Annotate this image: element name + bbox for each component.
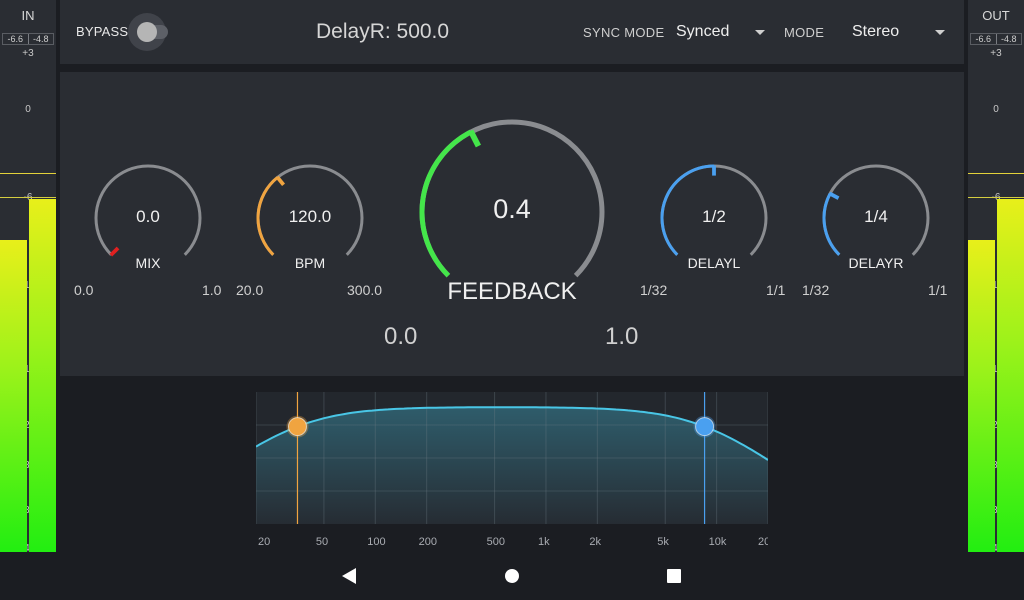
sync-mode-value[interactable]: Synced [676,23,730,40]
delayl-knob-value: 1/2 [702,207,726,226]
delayr-knob-label: DELAYR [848,255,904,271]
in-meter-scale-tick: -36 [20,505,36,516]
delayr-knob-min: 1/32 [802,282,830,298]
bpm-knob-label: BPM [294,255,326,271]
delayr-knob-max: 1/1 [928,282,948,298]
frequency-tick-label: 1k [537,536,550,548]
frequency-tick-label: 10k [708,536,727,548]
home-icon[interactable] [503,566,521,586]
eq-response-curve [256,406,768,461]
delayr-knob[interactable] [818,160,934,276]
output-meter-clip-line [968,173,1024,174]
mode-value[interactable]: Stereo [852,23,900,40]
mix-knob-label: MIX [135,255,161,271]
chevron-down-icon[interactable] [935,30,945,35]
filter-response-graph[interactable] [256,392,768,524]
feedback-knob-label: FEEDBACK [447,278,577,305]
chevron-down-icon[interactable] [755,30,765,35]
input-meter-bar-right [29,199,56,552]
mix-knob[interactable] [90,160,206,276]
bpm-knob-value: 120.0 [288,207,332,226]
frequency-tick-label: 20 [258,536,271,548]
knob-value-arc [256,176,279,256]
input-meter: IN -6.6 -4.8 +30-6-12-18-24-30-36-42 [0,0,56,554]
header-bar: BYPASS DelayR: 500.0 SYNC MODE Synced MO… [60,0,964,64]
knob-value-arc [822,192,841,256]
frequency-tick-label: 50 [315,536,329,548]
mix-knob-min: 0.0 [74,282,94,298]
bypass-toggle-thumb[interactable] [137,22,157,42]
out-meter-scale-tick: 0 [993,104,999,115]
mode-label: MODE [784,25,825,40]
feedback-knob[interactable] [412,112,612,312]
input-peak-readout: -6.6 -4.8 [2,33,54,45]
frequency-tick-label: 100 [367,536,386,548]
output-meter-title: OUT [982,8,1010,23]
bpm-knob[interactable] [252,160,368,276]
bpm-knob-max: 300.0 [347,282,383,298]
frequency-tick-label: 200 [418,536,438,548]
delayr-knob-value: 1/4 [864,207,888,226]
out-meter-scale-tick: -12 [988,280,1004,291]
frequency-tick-label: 2k [589,536,601,548]
frequency-tick-label: 500 [486,536,505,548]
in-meter-scale-tick: -30 [20,460,36,471]
in-meter-scale-tick: -42 [20,543,36,554]
frequency-tick-label: 5k [657,536,669,548]
back-icon[interactable] [340,566,358,586]
out-meter-scale-tick: -24 [988,420,1004,431]
recents-icon[interactable] [665,566,683,586]
output-meter-bar-right [997,199,1024,552]
knob-panel: 0.0 MIX 0.0 1.0 120.0 BPM 20.0 300.0 0.4… [60,72,964,376]
out-meter-scale-tick: -42 [988,543,1004,554]
in-meter-scale-tick: -12 [20,280,36,291]
knob-pointer[interactable] [275,175,286,187]
delayl-knob-min: 1/32 [640,282,668,298]
sync-mode-label: SYNC MODE [583,25,665,40]
delayl-knob-max: 1/1 [766,282,786,298]
high-cut-handle[interactable] [695,417,715,437]
output-peak-readout: -6.6 -4.8 [970,33,1022,45]
delayl-knob-label: DELAYL [687,255,741,271]
output-meter-peak-line [968,197,1024,198]
out-meter-scale-tick: -18 [988,364,1004,375]
output-peak-right: -4.8 [1000,34,1017,44]
knob-track [94,164,202,256]
mix-knob-max: 1.0 [202,282,222,298]
low-cut-handle[interactable] [287,417,307,437]
parameter-value-display: DelayR: 500.0 [316,20,450,43]
input-meter-title: IN [21,8,35,23]
input-peak-right: -4.8 [32,34,49,44]
knob-value-arc [660,164,715,256]
feedback-knob-max: 1.0 [605,323,639,350]
input-meter-peak-line [0,197,56,198]
knob-pointer[interactable] [109,246,120,257]
in-meter-scale-tick: -18 [20,364,36,375]
delayl-knob[interactable] [656,160,772,276]
output-meter-bar-left [968,240,995,552]
eq-response-fill [256,407,768,524]
input-meter-bar-left [0,240,27,552]
knob-pointer[interactable] [828,191,840,200]
out-meter-scale-tick: +3 [990,48,1002,59]
out-meter-scale-tick: -36 [988,505,1004,516]
knob-pointer[interactable] [468,129,481,148]
in-meter-scale-tick: 0 [25,104,31,115]
bypass-label: BYPASS [76,24,129,39]
output-peak-left: -6.6 [971,34,997,44]
out-meter-scale-tick: -30 [988,460,1004,471]
input-peak-left: -6.6 [3,34,29,44]
mix-knob-value: 0.0 [136,207,160,226]
feedback-knob-value: 0.4 [493,194,531,224]
knob-value-arc [419,129,473,278]
in-meter-scale-tick: +3 [22,48,34,59]
in-meter-scale-tick: -24 [20,420,36,431]
bpm-knob-min: 20.0 [236,282,264,298]
input-meter-clip-line [0,173,56,174]
frequency-tick-label: 20k [758,536,768,548]
output-meter: OUT -6.6 -4.8 +30-6-12-18-24-30-36-42 [968,0,1024,554]
feedback-knob-min: 0.0 [384,323,418,350]
